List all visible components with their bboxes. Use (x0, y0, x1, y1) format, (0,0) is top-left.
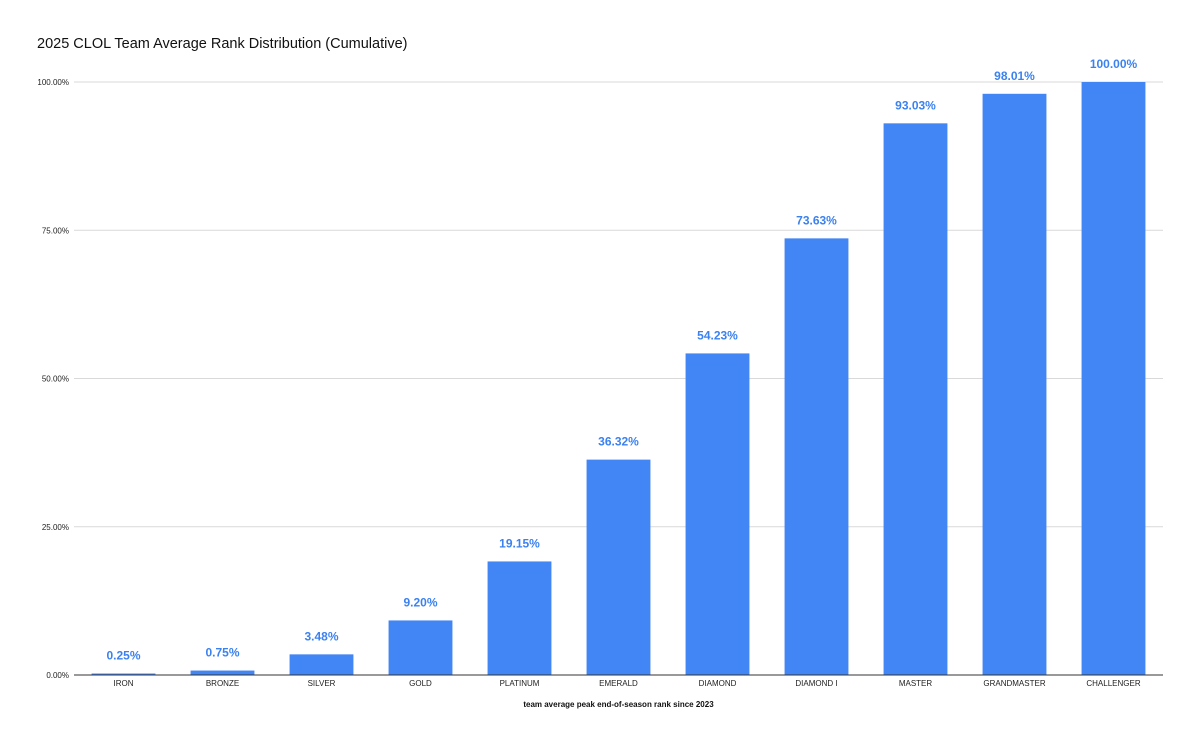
data-label: 54.23% (697, 328, 738, 342)
data-label: 73.63% (796, 213, 837, 227)
y-tick-label: 0.00% (46, 671, 69, 680)
bar (784, 238, 849, 676)
x-tick-label: DIAMOND I (795, 679, 837, 688)
bar (1081, 82, 1146, 675)
data-label: 93.03% (895, 98, 936, 112)
x-tick-label: IRON (114, 679, 134, 688)
x-tick-label: GOLD (409, 679, 432, 688)
x-tick-label: GRANDMASTER (983, 679, 1045, 688)
bar (91, 673, 156, 675)
bar (487, 561, 552, 675)
bars (91, 82, 1146, 676)
x-tick-label: CHALLENGER (1086, 679, 1140, 688)
data-label: 19.15% (499, 536, 540, 550)
chart-title: 2025 CLOL Team Average Rank Distribution… (37, 36, 408, 52)
x-tick-label: SILVER (308, 679, 336, 688)
y-tick-label: 50.00% (42, 375, 69, 384)
y-tick-label: 25.00% (42, 523, 69, 532)
x-axis-label: team average peak end-of-season rank sin… (523, 700, 714, 709)
data-label: 36.32% (598, 435, 639, 449)
y-tick-label: 75.00% (42, 226, 69, 235)
x-tick-label: MASTER (899, 679, 933, 688)
bar (190, 670, 255, 675)
bar (883, 123, 948, 676)
y-axis-ticks: 0.00% 25.00% 50.00% 75.00% 100.00% (37, 78, 69, 680)
data-label: 0.75% (205, 646, 239, 660)
data-labels: 0.25% 0.75% 3.48% 9.20% 19.15% 36.32% 54.23% 73… (106, 57, 1137, 663)
bar (685, 353, 750, 675)
x-tick-label: EMERALD (599, 679, 638, 688)
x-tick-label: DIAMOND (699, 679, 737, 688)
data-label: 100.00% (1090, 57, 1138, 71)
x-tick-label: BRONZE (206, 679, 239, 688)
data-label: 3.48% (304, 629, 338, 643)
data-label: 98.01% (994, 69, 1035, 83)
bar (388, 620, 453, 675)
bar (289, 654, 354, 675)
bar (982, 93, 1047, 675)
bar (586, 459, 651, 675)
x-axis-categories: IRON BRONZE SILVER GOLD PLATINUM EMERALD DIAMO… (114, 679, 1141, 688)
data-label: 0.25% (106, 649, 140, 663)
x-tick-label: PLATINUM (500, 679, 540, 688)
data-label: 9.20% (403, 595, 437, 609)
y-tick-label: 100.00% (37, 78, 69, 87)
